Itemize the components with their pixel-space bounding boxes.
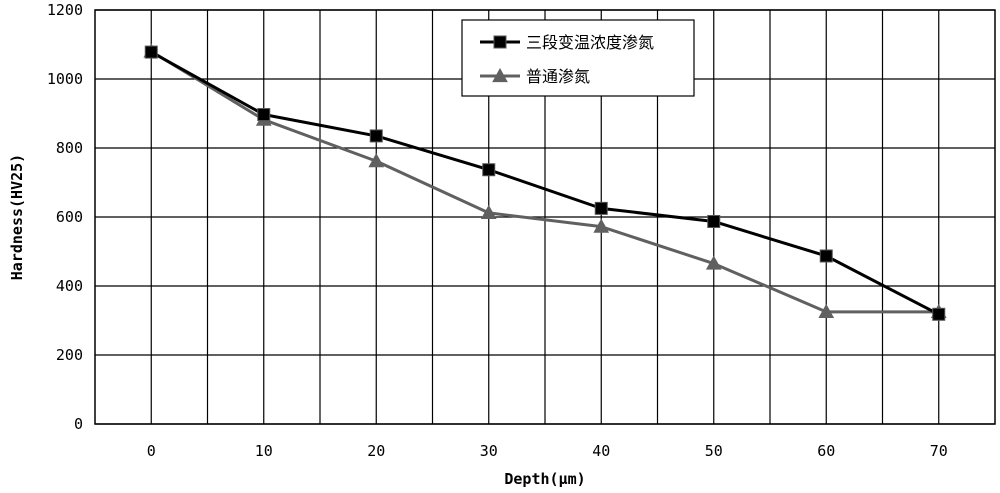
legend-box	[461, 19, 695, 97]
y-tick-label: 600	[56, 208, 83, 226]
data-point-square	[594, 201, 608, 215]
y-tick-label: 0	[74, 415, 83, 433]
data-point-triangle	[368, 153, 385, 168]
legend-label: 三段变温浓度渗氮	[526, 33, 654, 52]
series-line	[150, 50, 939, 314]
legend-item-1: 三段变温浓度渗氮	[480, 33, 654, 52]
legend-label: 普通渗氮	[526, 67, 590, 86]
x-tick-label: 70	[930, 442, 948, 460]
legend-marker-triangle	[492, 67, 508, 83]
legend-marker-square	[493, 35, 507, 49]
data-point-triangle	[480, 204, 497, 219]
x-axis-title: Depth(μm)	[504, 470, 585, 488]
series-line	[150, 50, 940, 316]
data-point-square	[257, 108, 271, 122]
series-group	[143, 43, 947, 321]
data-point-square	[707, 214, 721, 228]
y-tick-label: 1000	[47, 70, 83, 88]
x-tick-label: 60	[817, 442, 835, 460]
data-point-square	[144, 45, 158, 59]
y-tick-label: 800	[56, 139, 83, 157]
y-tick-label: 200	[56, 346, 83, 364]
data-point-square	[932, 307, 946, 321]
data-point-square	[819, 249, 833, 263]
y-tick-label: 400	[56, 277, 83, 295]
data-point-square	[482, 163, 496, 177]
y-axis-title: Hardness(HV25)	[8, 154, 26, 280]
axes: 0 200 400 600 800 1000 1200 0 10 20 30 40 50 60 70	[47, 1, 996, 460]
legend-item-2: 普通渗氮	[480, 67, 590, 86]
plot-border	[94, 9, 996, 425]
y-tick-label: 1200	[47, 1, 83, 19]
data-point-triangle	[593, 218, 610, 233]
series-1	[144, 45, 946, 321]
x-tick-label: 10	[255, 442, 273, 460]
x-tick-label: 20	[367, 442, 385, 460]
x-tick-label: 0	[147, 442, 156, 460]
data-point-square	[369, 129, 383, 143]
x-tick-label: 50	[705, 442, 723, 460]
x-tick-label: 30	[480, 442, 498, 460]
data-point-triangle	[705, 255, 722, 270]
data-point-triangle	[818, 303, 835, 318]
x-tick-label: 40	[592, 442, 610, 460]
